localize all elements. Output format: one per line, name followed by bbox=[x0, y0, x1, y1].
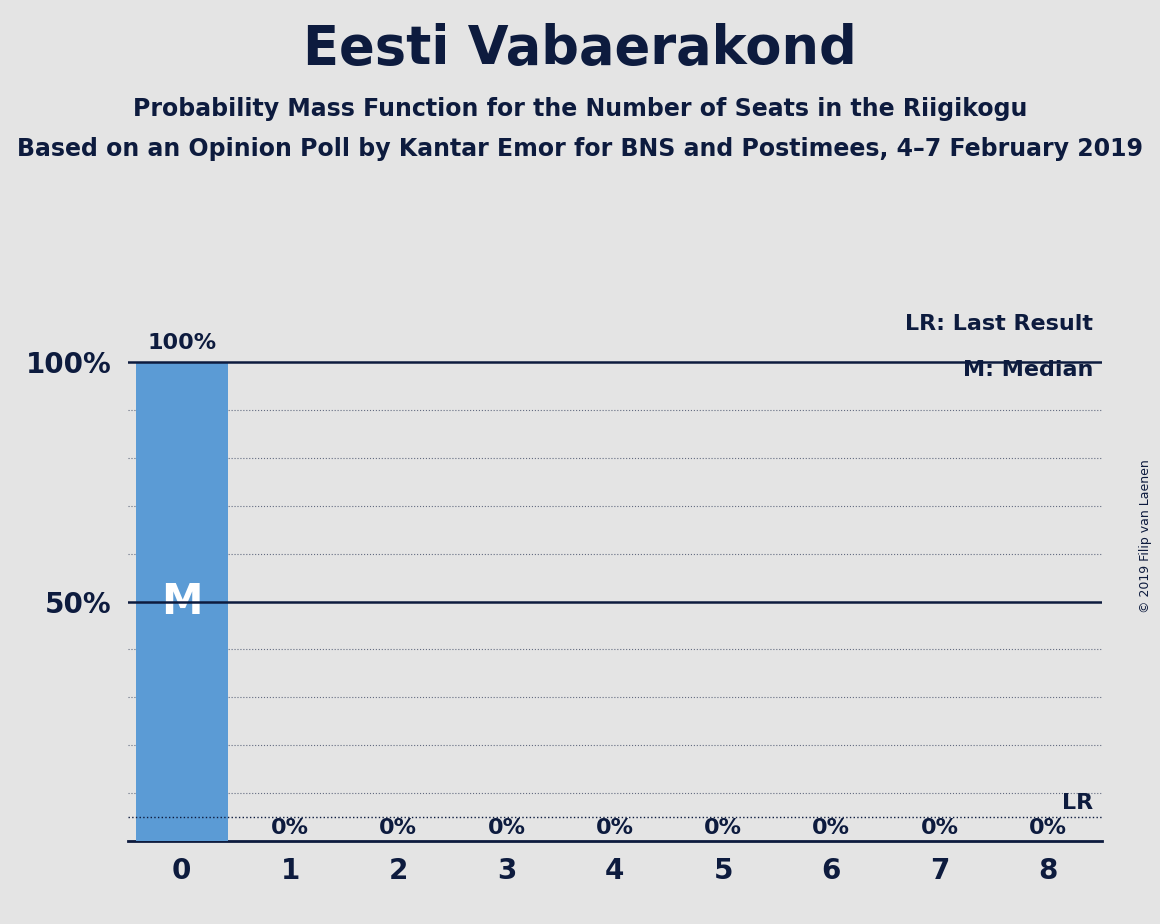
Text: 0%: 0% bbox=[379, 819, 418, 838]
Text: 0%: 0% bbox=[596, 819, 633, 838]
Text: 0%: 0% bbox=[812, 819, 850, 838]
Text: 0%: 0% bbox=[271, 819, 309, 838]
Text: LR: LR bbox=[1063, 793, 1094, 813]
Text: Based on an Opinion Poll by Kantar Emor for BNS and Postimees, 4–7 February 2019: Based on an Opinion Poll by Kantar Emor … bbox=[17, 137, 1143, 161]
Text: Eesti Vabaerakond: Eesti Vabaerakond bbox=[303, 23, 857, 75]
Text: 0%: 0% bbox=[704, 819, 742, 838]
Text: M: Median: M: Median bbox=[963, 360, 1094, 380]
Text: M: M bbox=[161, 580, 203, 623]
Bar bbox=[136, 362, 227, 841]
Text: 0%: 0% bbox=[921, 819, 958, 838]
Text: Probability Mass Function for the Number of Seats in the Riigikogu: Probability Mass Function for the Number… bbox=[132, 97, 1028, 121]
Text: 0%: 0% bbox=[487, 819, 525, 838]
Text: 100%: 100% bbox=[147, 333, 216, 353]
Text: 0%: 0% bbox=[1029, 819, 1067, 838]
Text: © 2019 Filip van Laenen: © 2019 Filip van Laenen bbox=[1139, 459, 1152, 613]
Text: LR: Last Result: LR: Last Result bbox=[905, 314, 1094, 334]
